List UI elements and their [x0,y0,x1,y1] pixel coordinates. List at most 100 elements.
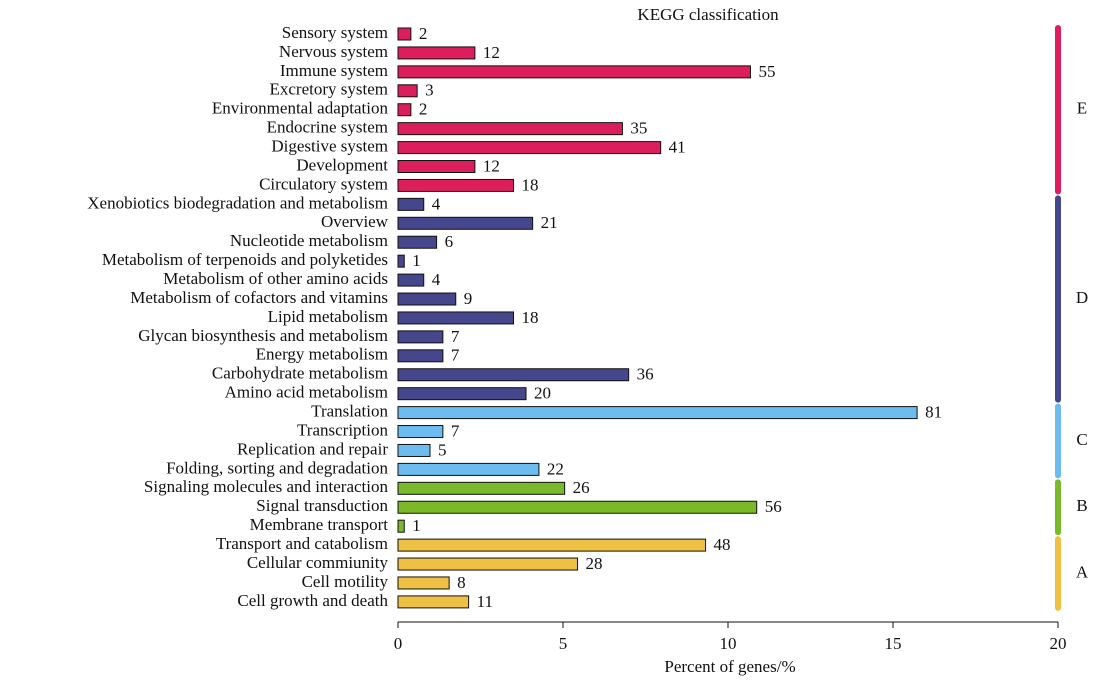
y-tick-label: Replication and repair [237,439,388,458]
y-tick-label: Sensory system [282,23,388,42]
x-tick-label: 15 [885,634,902,653]
bar [397,557,579,571]
bar [397,235,438,249]
data-label: 22 [547,459,564,478]
data-label: 3 [425,81,434,100]
bar [397,141,662,155]
data-label: 28 [586,554,603,573]
bar [397,311,514,325]
data-label: 36 [637,365,654,384]
x-tick-label: 5 [559,634,568,653]
y-tick-label: Circulatory system [259,174,388,193]
y-tick-label: Translation [311,402,388,421]
bar [397,387,527,401]
x-tick-label: 10 [720,634,737,653]
data-label: 12 [483,156,500,175]
data-label: 48 [714,535,731,554]
y-tick-label: Development [296,155,388,174]
bar [397,538,707,552]
y-tick-label: Metabolism of other amino acids [163,269,388,288]
y-tick-label: Cellular commiunity [247,553,389,572]
data-label: 26 [573,478,590,497]
bar [397,292,457,306]
data-label: 11 [477,592,493,611]
chart-title: KEGG classification [637,5,779,24]
data-label: 21 [541,213,558,232]
bar [397,595,470,609]
group-label: C [1076,430,1087,449]
bar [397,84,418,98]
data-label: 35 [630,119,647,138]
x-tick-label: 20 [1050,634,1067,653]
data-label: 55 [758,62,775,81]
bar [397,462,540,476]
group-label: D [1076,288,1088,307]
bar [397,160,476,174]
data-label: 18 [522,175,539,194]
y-tick-label: Carbohydrate metabolism [212,364,388,383]
data-label: 18 [522,308,539,327]
bar [397,443,431,457]
y-tick-label: Excretory system [270,80,389,99]
bar [397,273,425,287]
data-label: 81 [925,403,942,422]
data-label: 1 [412,251,421,270]
bar [397,103,412,117]
bar [397,425,444,439]
y-tick-label: Amino acid metabolism [225,383,388,402]
group-label: E [1077,99,1087,118]
bar [397,216,534,230]
data-label: 56 [765,497,782,516]
y-tick-label: Folding, sorting and degradation [166,458,388,477]
data-label: 4 [432,194,441,213]
bar [397,254,405,268]
y-tick-label: Endocrine system [267,118,388,137]
bar [397,122,623,136]
data-label: 7 [451,346,460,365]
y-tick-label: Metabolism of cofactors and vitamins [130,288,388,307]
y-tick-label: Transcription [297,420,388,439]
y-tick-label: Environmental adaptation [212,99,389,118]
group-label: A [1076,562,1089,581]
y-tick-label: Glycan biosynthesis and metabolism [138,326,388,345]
data-label: 9 [464,289,473,308]
data-label: 6 [445,232,454,251]
bar [397,500,758,514]
y-tick-label: Energy metabolism [256,345,388,364]
bar [397,481,566,495]
y-tick-label: Digestive system [271,136,388,155]
y-tick-label: Cell growth and death [237,591,388,610]
y-tick-label: Lipid metabolism [268,307,388,326]
data-label: 7 [451,327,460,346]
y-tick-label: Membrane transport [250,515,389,534]
data-label: 8 [457,573,466,592]
data-label: 2 [419,100,428,119]
data-label: 7 [451,421,460,440]
data-label: 2 [419,24,428,43]
y-tick-label: Nervous system [279,42,388,61]
y-tick-label: Xenobiotics biodegradation and metabolis… [87,193,388,212]
data-label: 20 [534,384,551,403]
bar [397,349,444,363]
data-label: 4 [432,270,441,289]
bar [397,197,425,211]
y-tick-label: Metabolism of terpenoids and polyketides [102,250,388,269]
bar [397,368,630,382]
y-tick-label: Immune system [280,61,388,80]
bar [397,519,405,533]
y-tick-label: Transport and catabolism [216,534,388,553]
data-label: 5 [438,440,447,459]
bar [397,46,476,60]
y-tick-label: Signaling molecules and interaction [144,477,389,496]
bar [397,330,444,344]
y-tick-label: Signal transduction [256,496,388,515]
data-label: 41 [669,137,686,156]
bar [397,27,412,41]
bar [397,576,450,590]
group-label: B [1076,496,1087,515]
bar [397,178,514,192]
data-label: 1 [412,516,421,535]
y-tick-label: Nucleotide metabolism [230,231,388,250]
